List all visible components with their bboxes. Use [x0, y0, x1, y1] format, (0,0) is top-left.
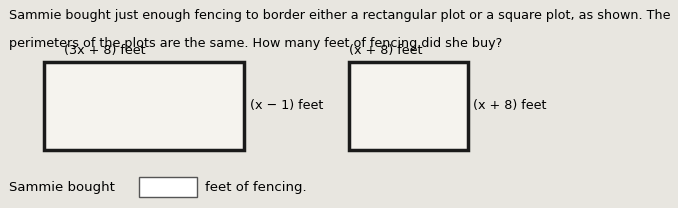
Text: perimeters of the plots are the same. How many feet of fencing did she buy?: perimeters of the plots are the same. Ho…	[9, 37, 503, 50]
Text: feet of fencing.: feet of fencing.	[205, 181, 306, 194]
Text: (x − 1) feet: (x − 1) feet	[250, 99, 323, 111]
Text: (x + 8) feet: (x + 8) feet	[473, 99, 546, 111]
Text: Sammie bought: Sammie bought	[9, 181, 115, 194]
Bar	[139, 177, 197, 197]
Text: (x + 8) feet: (x + 8) feet	[349, 44, 422, 57]
Text: Sammie bought just enough fencing to border either a rectangular plot or a squar: Sammie bought just enough fencing to bor…	[9, 9, 671, 22]
Text: (3x + 8) feet: (3x + 8) feet	[64, 44, 146, 57]
Bar	[349, 62, 468, 150]
Bar	[44, 62, 244, 150]
